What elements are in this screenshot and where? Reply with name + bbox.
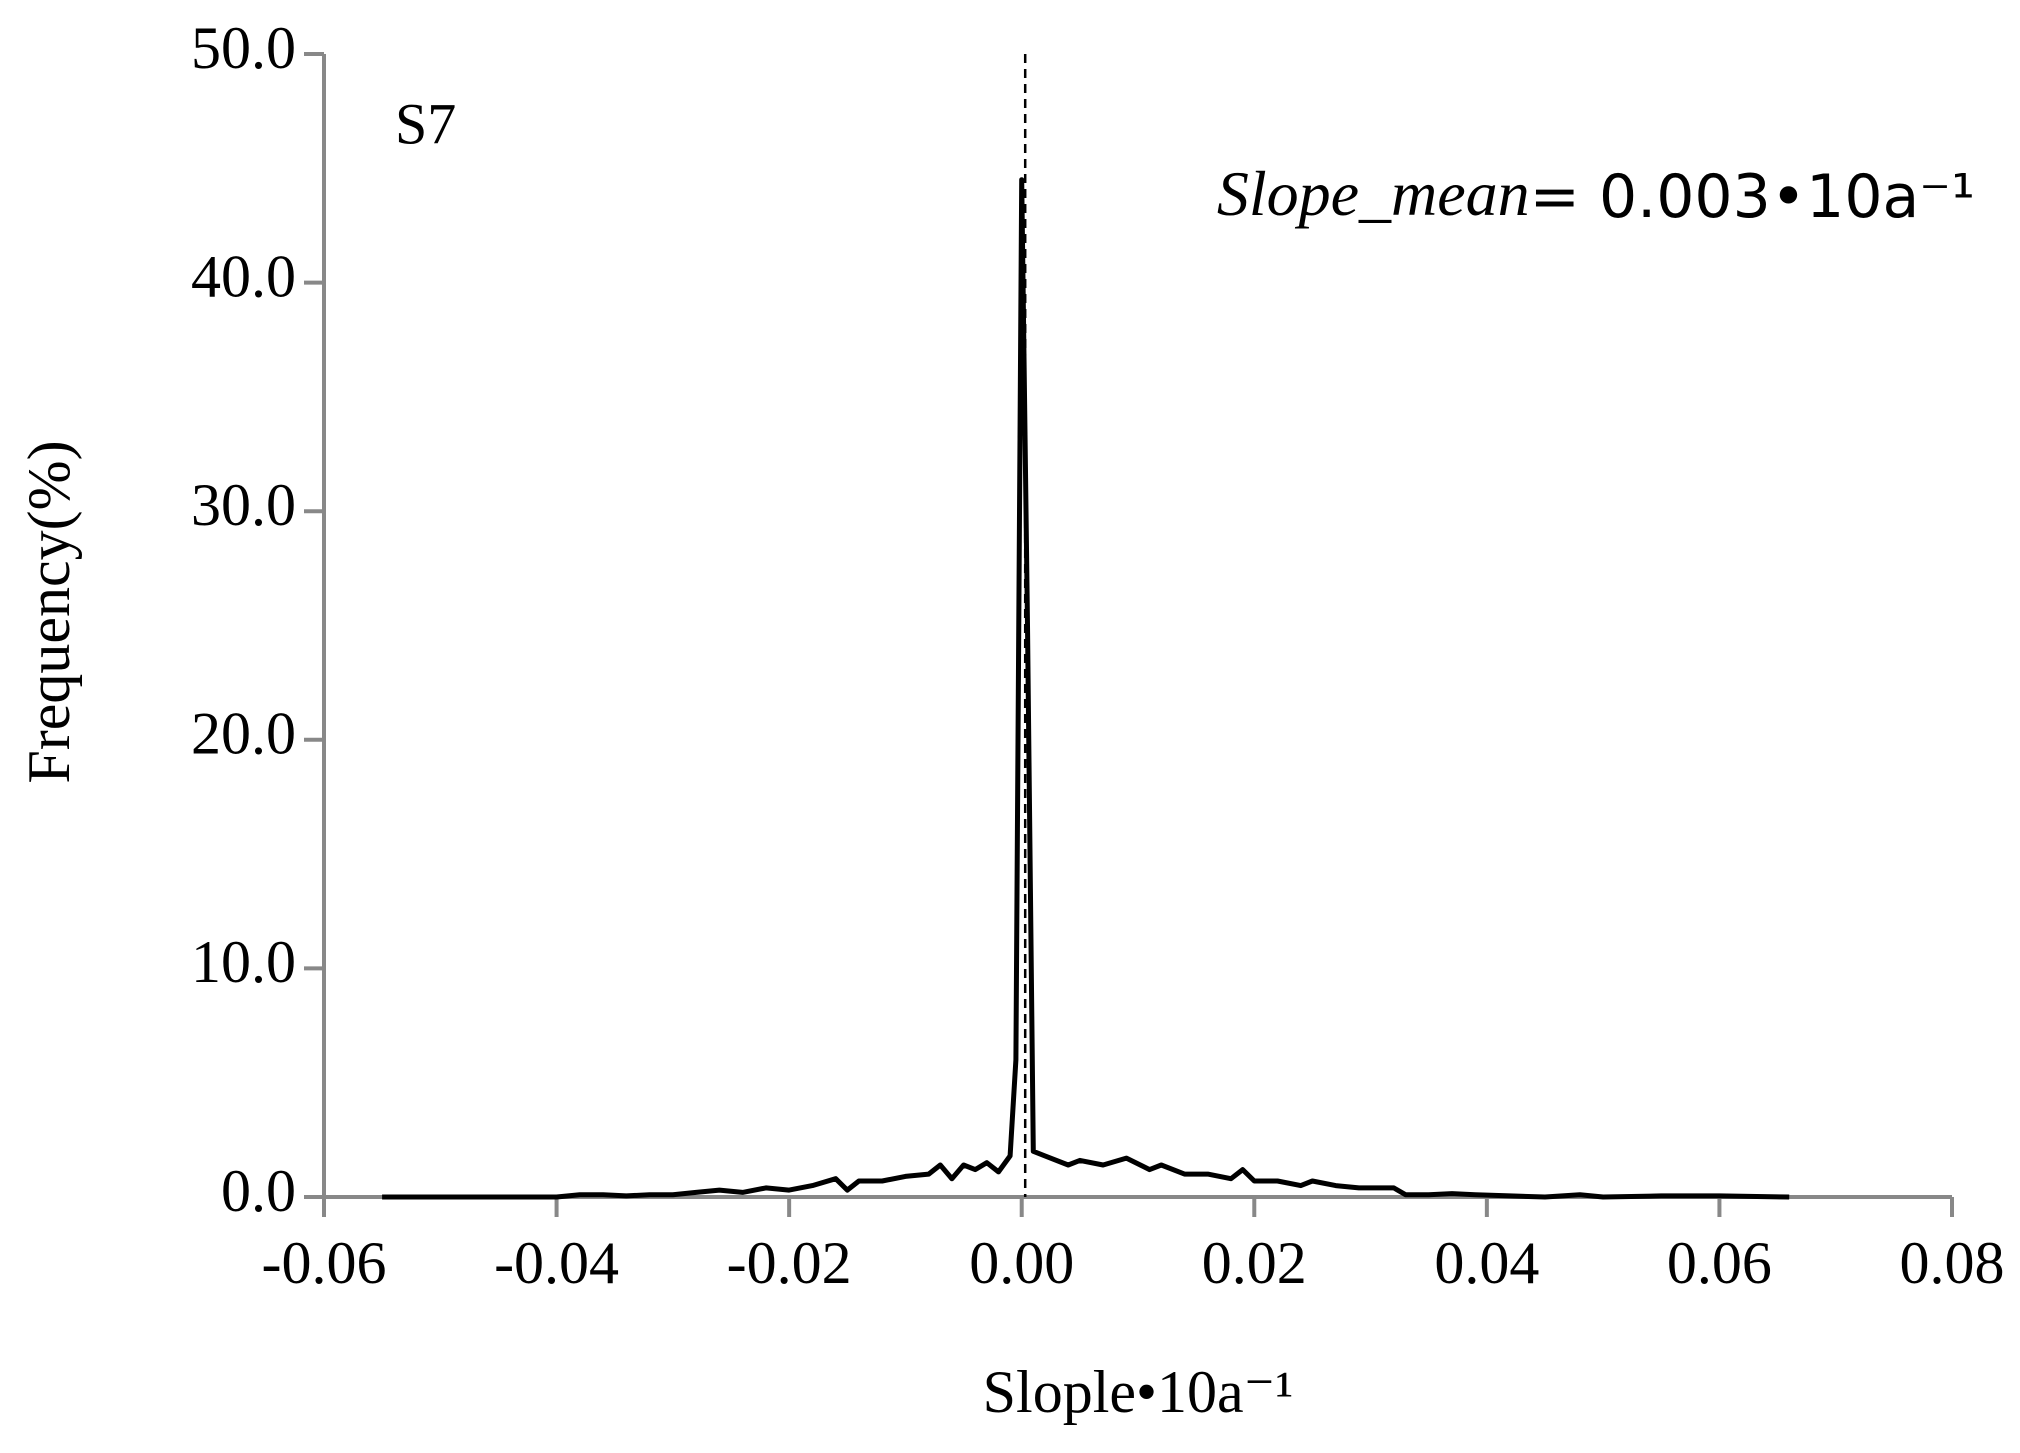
- data-line: [382, 177, 1790, 1200]
- annotation: Slope_mean= 0.003•10a⁻¹: [1217, 158, 1975, 232]
- y-tick-label: 40.0: [191, 243, 296, 309]
- annotation-italic: Slope_mean: [1217, 158, 1530, 229]
- x-tick-label: -0.02: [727, 1230, 852, 1296]
- y-tick-label: 30.0: [191, 472, 296, 538]
- annotation-text: = 0.003•10a⁻¹: [1530, 162, 1975, 232]
- y-axis-title: Frequency(%): [16, 440, 82, 783]
- panel-label: S7: [395, 91, 456, 156]
- y-tick-label: 20.0: [191, 701, 296, 767]
- x-tick-label: 0.08: [1900, 1230, 2005, 1296]
- y-tick-label: 0.0: [221, 1158, 296, 1224]
- x-tick-label: -0.04: [494, 1230, 619, 1296]
- x-tick-label: 0.06: [1667, 1230, 1772, 1296]
- x-axis-title: Slople•10a⁻¹: [983, 1359, 1294, 1425]
- x-tick-label: 0.00: [969, 1230, 1074, 1296]
- x-tick-label: -0.06: [262, 1230, 387, 1296]
- x-tick-label: 0.04: [1434, 1230, 1539, 1296]
- y-tick-label: 50.0: [191, 15, 296, 81]
- x-tick-label: 0.02: [1202, 1230, 1307, 1296]
- y-tick-label: 10.0: [191, 929, 296, 995]
